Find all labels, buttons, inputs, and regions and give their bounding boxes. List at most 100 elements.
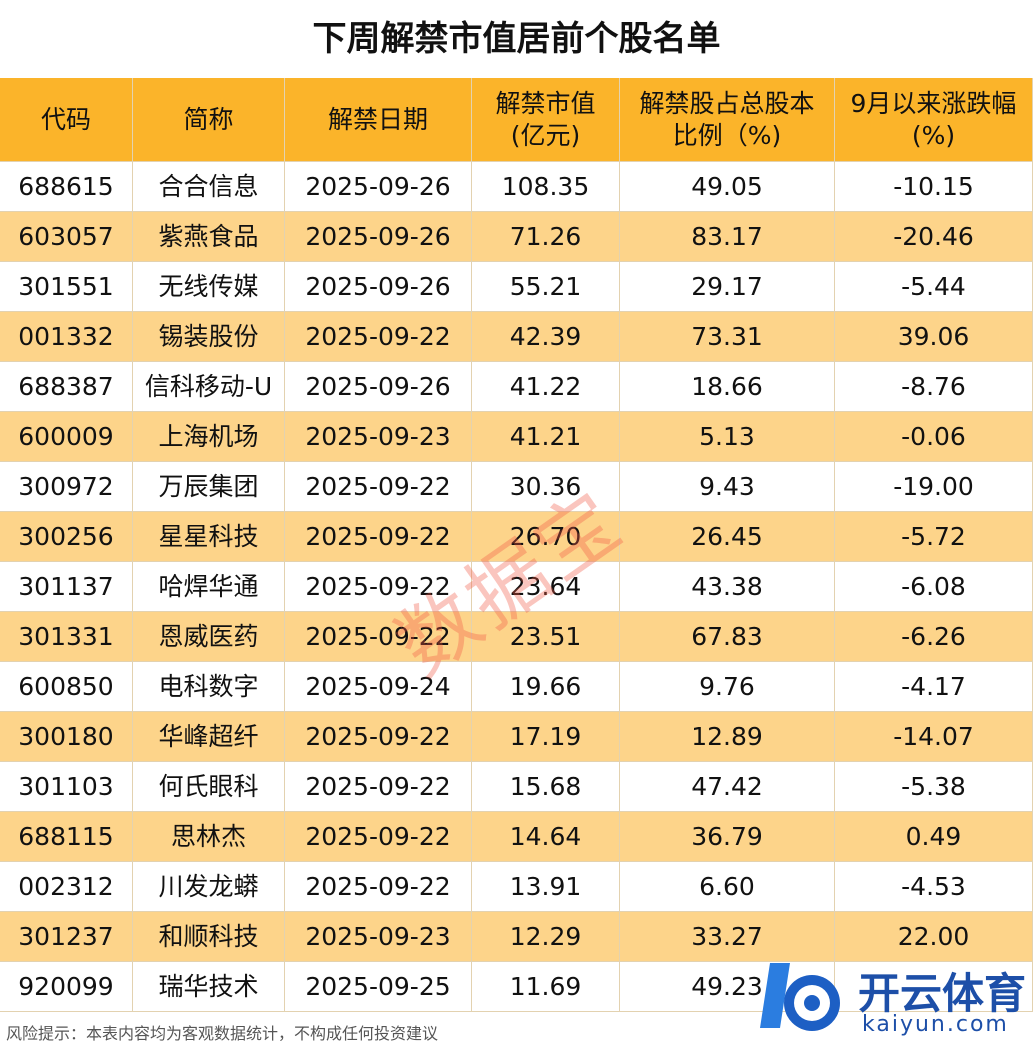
table-cell: 603057 <box>0 212 133 261</box>
table-cell: 锡装股份 <box>133 312 285 361</box>
table-cell: 华峰超纤 <box>133 712 285 761</box>
table-row: 301551 无线传媒 2025-09-26 55.21 29.17 -5.44 <box>0 262 1033 312</box>
table-cell: 17.19 <box>472 712 620 761</box>
table-cell: 600009 <box>0 412 133 461</box>
table-cell: 15.68 <box>472 762 620 811</box>
table-cell: -6.08 <box>835 562 1033 611</box>
table-cell: 600850 <box>0 662 133 711</box>
table-cell: -4.17 <box>835 662 1033 711</box>
table-cell: 12.29 <box>472 912 620 961</box>
table-cell: 42.39 <box>472 312 620 361</box>
table-cell: 301137 <box>0 562 133 611</box>
table-cell: 19.66 <box>472 662 620 711</box>
logo: 开云体育 kaiyun.com <box>750 948 1033 1048</box>
table-cell: 39.06 <box>835 312 1033 361</box>
table-cell: 2025-09-24 <box>285 662 472 711</box>
table-cell: -0.06 <box>835 412 1033 461</box>
table-row: 688115 思林杰 2025-09-22 14.64 36.79 0.49 <box>0 812 1033 862</box>
table-cell: 47.42 <box>620 762 835 811</box>
logo-icon <box>760 963 840 1031</box>
header-cell: 解禁日期 <box>285 78 472 161</box>
table-row: 300972 万辰集团 2025-09-22 30.36 9.43 -19.00 <box>0 462 1033 512</box>
table-cell: 0.49 <box>835 812 1033 861</box>
table-cell: 688387 <box>0 362 133 411</box>
table-cell: 万辰集团 <box>133 462 285 511</box>
table-cell: 301103 <box>0 762 133 811</box>
table-cell: -5.38 <box>835 762 1033 811</box>
table-cell: 9.43 <box>620 462 835 511</box>
header-cell: 简称 <box>133 78 285 161</box>
table-cell: 49.23 <box>620 962 835 1011</box>
table-cell: 2025-09-23 <box>285 412 472 461</box>
table-cell: 41.21 <box>472 412 620 461</box>
table-cell: 2025-09-26 <box>285 212 472 261</box>
table-row: 600009 上海机场 2025-09-23 41.21 5.13 -0.06 <box>0 412 1033 462</box>
table-cell: 23.64 <box>472 562 620 611</box>
table-row: 920099 瑞华技术 2025-09-25 11.69 49.23 <box>0 962 1033 1012</box>
table-cell: 川发龙蟒 <box>133 862 285 911</box>
table-cell: 紫燕食品 <box>133 212 285 261</box>
table-cell: 13.91 <box>472 862 620 911</box>
table-cell: 合合信息 <box>133 162 285 211</box>
table-cell: 哈焊华通 <box>133 562 285 611</box>
table-cell: 26.45 <box>620 512 835 561</box>
table-cell: 电科数字 <box>133 662 285 711</box>
table-cell: -4.53 <box>835 862 1033 911</box>
logo-name: 开云体育 <box>858 969 1027 1018</box>
table: 代码 简称 解禁日期 解禁市值 (亿元) 解禁股占总股本 比例（%) 9月以来涨跌幅 (%… <box>0 78 1033 1012</box>
table-cell: -20.46 <box>835 212 1033 261</box>
table-cell: 恩威医药 <box>133 612 285 661</box>
header-cell: 解禁市值 (亿元) <box>472 78 620 161</box>
title: 下周解禁市值居前个股名单 <box>312 19 721 59</box>
table-cell: -19.00 <box>835 462 1033 511</box>
table-cell: 无线传媒 <box>133 262 285 311</box>
table-cell: 2025-09-22 <box>285 762 472 811</box>
table-cell: 和顺科技 <box>133 912 285 961</box>
table-row: 301137 哈焊华通 2025-09-22 23.64 43.38 -6.08 <box>0 562 1033 612</box>
table-cell: 9.76 <box>620 662 835 711</box>
table-cell: 23.51 <box>472 612 620 661</box>
table-cell: 71.26 <box>472 212 620 261</box>
table-cell: 73.31 <box>620 312 835 361</box>
table-cell: 瑞华技术 <box>133 962 285 1011</box>
table-cell: 688615 <box>0 162 133 211</box>
table-row: 300256 星星科技 2025-09-22 26.70 26.45 -5.72 <box>0 512 1033 562</box>
table-cell: 33.27 <box>620 912 835 961</box>
header-cell: 9月以来涨跌幅 (%) <box>835 78 1033 161</box>
table-row: 301103 何氏眼科 2025-09-22 15.68 47.42 -5.38 <box>0 762 1033 812</box>
table-cell: -5.72 <box>835 512 1033 561</box>
table-cell: 108.35 <box>472 162 620 211</box>
table-cell: -5.44 <box>835 262 1033 311</box>
table-cell: -14.07 <box>835 712 1033 761</box>
table-cell: 29.17 <box>620 262 835 311</box>
table-cell: 83.17 <box>620 212 835 261</box>
table-cell: 2025-09-26 <box>285 162 472 211</box>
table-row: 603057 紫燕食品 2025-09-26 71.26 83.17 -20.46 <box>0 212 1033 262</box>
table-cell: 49.05 <box>620 162 835 211</box>
table-row: 300180 华峰超纤 2025-09-22 17.19 12.89 -14.07 <box>0 712 1033 762</box>
table-cell: 2025-09-22 <box>285 812 472 861</box>
table-cell: 30.36 <box>472 462 620 511</box>
table-cell: 2025-09-22 <box>285 512 472 561</box>
table-cell: 6.60 <box>620 862 835 911</box>
table-cell: 11.69 <box>472 962 620 1011</box>
table-cell: 301237 <box>0 912 133 961</box>
table-cell: 26.70 <box>472 512 620 561</box>
table-cell: 何氏眼科 <box>133 762 285 811</box>
table-cell: 002312 <box>0 862 133 911</box>
table-cell: 2025-09-26 <box>285 362 472 411</box>
header-row: 代码 简称 解禁日期 解禁市值 (亿元) 解禁股占总股本 比例（%) 9月以来涨跌幅 (%… <box>0 78 1033 162</box>
table-cell: 36.79 <box>620 812 835 861</box>
table-cell: 41.22 <box>472 362 620 411</box>
table-cell: 2025-09-22 <box>285 562 472 611</box>
table-row: 301331 恩威医药 2025-09-22 23.51 67.83 -6.26 <box>0 612 1033 662</box>
table-cell: 688115 <box>0 812 133 861</box>
table-cell: 001332 <box>0 312 133 361</box>
table-row: 688615 合合信息 2025-09-26 108.35 49.05 -10.15 <box>0 162 1033 212</box>
footer: 风险提示：本表内容均为客观数据统计，不构成任何投资建议 <box>6 1024 439 1043</box>
table-cell: 上海机场 <box>133 412 285 461</box>
table-cell: 55.21 <box>472 262 620 311</box>
table-cell: 14.64 <box>472 812 620 861</box>
table-cell: 星星科技 <box>133 512 285 561</box>
